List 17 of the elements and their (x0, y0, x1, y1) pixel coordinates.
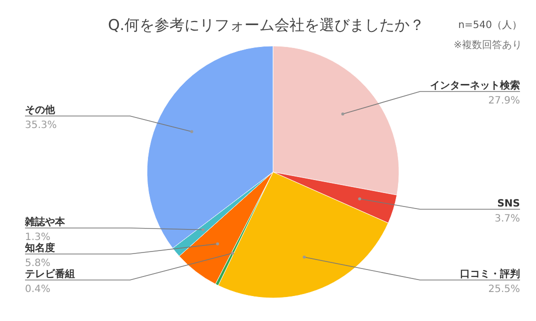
data-label: 27.9% (488, 95, 520, 106)
slice-label: 雑誌や本 (24, 216, 66, 228)
text: ※複数回答あり (454, 39, 522, 51)
slice-label: 知名度 (24, 242, 55, 254)
slice-label: その他 (25, 104, 56, 116)
data-label: 5.8% (25, 258, 50, 269)
data-label: 35.3% (25, 120, 57, 131)
data-label: 1.3% (25, 232, 50, 243)
slice-label: SNS (497, 198, 520, 210)
chart-subtitle: n=540（人） (458, 20, 522, 31)
data-label: 3.7% (494, 213, 520, 224)
chart-title: Q.何を参考にリフォーム会社を選びましたか？ (108, 16, 425, 34)
slice-label: インターネット検索 (430, 79, 520, 92)
data-label: 25.5% (488, 284, 520, 295)
slice-label: 口コミ・評判 (460, 268, 520, 280)
slice-label: テレビ番組 (25, 268, 75, 280)
data-label: 0.4% (25, 284, 50, 295)
